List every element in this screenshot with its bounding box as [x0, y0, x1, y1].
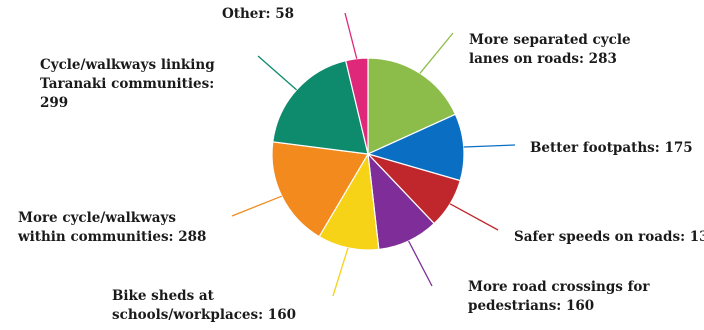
slice-label-line: within communities: 288: [17, 229, 206, 245]
slice-label-line: More road crossings for: [468, 279, 650, 295]
leader-line: [344, 12, 358, 59]
leader-line: [449, 203, 499, 231]
leader-line: [332, 247, 349, 297]
slice-label-line: More separated cycle: [469, 32, 631, 48]
slice-label-line: pedestrians: 160: [468, 298, 594, 314]
slice-label: Better footpaths: 175: [530, 140, 693, 156]
leader-line: [408, 240, 433, 287]
slice-label: Safer speeds on roads: 131: [514, 229, 704, 245]
slice-label: More separated cycle lanes on roads: 283: [469, 32, 631, 67]
slice-label: More cycle/walkways within communities: 2…: [17, 210, 206, 245]
slice-label: Cycle/walkways linking Taranaki communiti…: [40, 57, 215, 111]
leader-line: [419, 32, 454, 74]
slice-label-line: Other: 58: [222, 6, 294, 22]
slice-label-line: More cycle/walkways: [18, 210, 176, 226]
pie-slice: [366, 113, 465, 182]
pie-slice: [272, 59, 369, 155]
slice-label-line: Bike sheds at: [112, 288, 215, 304]
leader-line: [231, 195, 283, 217]
slice-label-line: Better footpaths: 175: [530, 140, 693, 156]
pie-slice: [271, 141, 369, 238]
leader-line: [257, 55, 298, 91]
slice-label-line: Cycle/walkways linking: [40, 57, 215, 73]
slice-label-line: Taranaki communities:: [40, 76, 214, 92]
slice-label-line: 299: [40, 95, 68, 111]
slice-label-line: schools/workplaces: 160: [112, 307, 296, 323]
slice-label: Other: 58: [222, 6, 294, 22]
slice-label-line: Safer speeds on roads: 131: [514, 229, 704, 245]
slice-label: More road crossings for pedestrians: 160: [468, 279, 650, 314]
slice-label-line: lanes on roads: 283: [469, 51, 617, 67]
slice-label: Bike sheds at schools/workplaces: 160: [112, 288, 296, 323]
leader-line: [463, 144, 516, 148]
